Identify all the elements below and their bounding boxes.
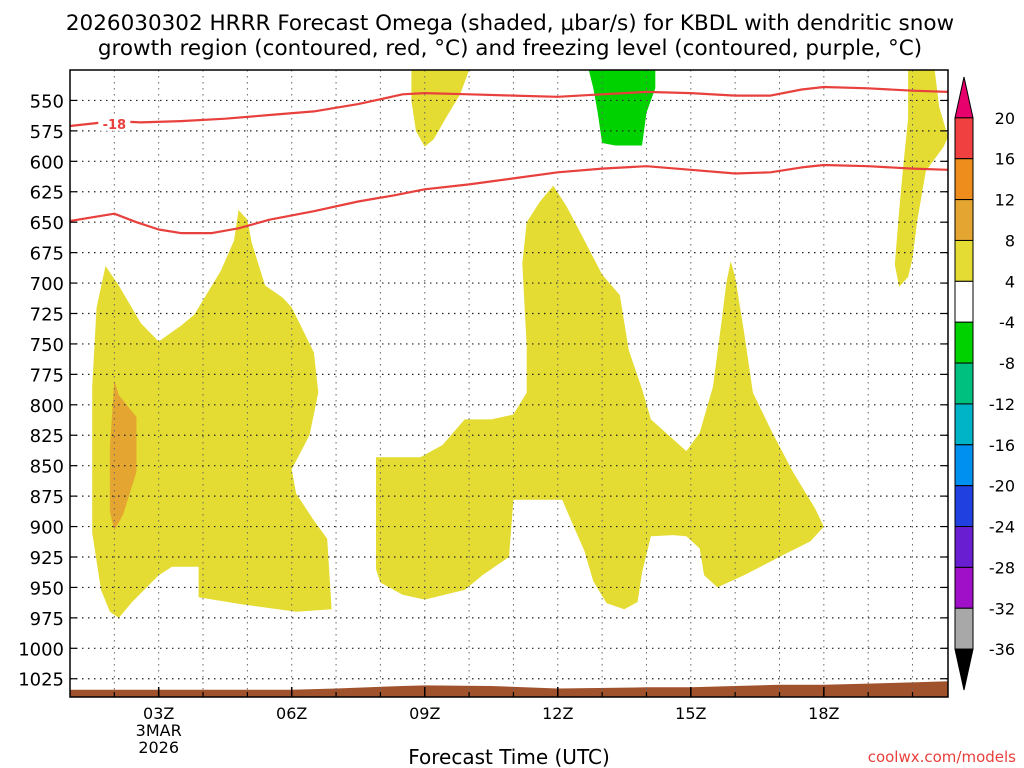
colorbar-label: 12 <box>995 191 1015 210</box>
y-tick-label: 700 <box>30 274 64 295</box>
x-tick-label: 18Z <box>808 704 839 723</box>
region-omega-4-to-8-early <box>92 210 332 618</box>
y-tick-label: 900 <box>30 518 64 539</box>
plot-frame <box>69 69 949 698</box>
x-tick-label: 12Z <box>542 704 573 723</box>
colorbar-label: -4 <box>999 313 1015 332</box>
colorbar-label: -32 <box>989 599 1015 618</box>
colorbar: 20 16 12 8 4 -4 -8 -12 -16 -20 -24 -28 -32 -36 <box>954 76 1015 691</box>
colorbar-label: -8 <box>999 354 1015 373</box>
region-omega-8-to-12-core <box>109 380 137 531</box>
shaded-regions <box>70 70 948 697</box>
y-tick-label: 675 <box>30 244 64 265</box>
x-axis-label: Forecast Time (UTC) <box>408 745 610 768</box>
y-tick-label: 1025 <box>18 670 64 691</box>
colorbar-label: 4 <box>1005 272 1015 291</box>
x-tick-label: 09Z <box>409 704 440 723</box>
colorbar-label: -24 <box>989 518 1015 537</box>
y-tick-label: 925 <box>30 548 64 569</box>
y-tick-label: 750 <box>30 335 64 356</box>
y-tick-label: 975 <box>30 609 64 630</box>
credit-text: coolwx.com/models <box>868 748 1016 766</box>
colorbar-bin <box>954 485 974 528</box>
colorbar-bin <box>954 403 974 446</box>
y-tick-label: 550 <box>30 91 64 112</box>
grid-lines <box>70 70 948 697</box>
y-tick-label: 725 <box>30 304 64 325</box>
y-tick-label: 650 <box>30 213 64 234</box>
colorbar-bin <box>954 76 974 119</box>
y-tick-label: 825 <box>30 426 64 447</box>
colorbar-bin <box>954 444 974 487</box>
colorbar-bin <box>954 199 974 241</box>
colorbar-bin <box>954 607 974 650</box>
region-omega-neg-8-to-neg-4 <box>588 70 656 146</box>
region-omega-4-to-8-upper-right <box>894 70 948 287</box>
x-tick-sublabel: 2026 <box>138 738 179 757</box>
contour-dgz-upper <box>70 85 948 128</box>
x-tick-label: 06Z <box>276 704 307 723</box>
contour-label-bg <box>98 116 131 131</box>
colorbar-bin <box>954 321 974 364</box>
colorbar-bin <box>954 117 974 160</box>
y-axis-ticks: 550 575 600 625 650 675 700 725 750 775 800 825 850 8… <box>18 91 948 691</box>
x-tick-sublabel: 3MAR <box>136 721 182 740</box>
y-tick-label: 1000 <box>18 639 64 660</box>
region-terrain <box>70 681 948 697</box>
y-tick-label: 575 <box>30 122 64 143</box>
colorbar-label: -36 <box>989 640 1015 659</box>
colorbar-label: -28 <box>989 558 1015 577</box>
y-tick-label: 775 <box>30 365 64 386</box>
y-tick-label: 875 <box>30 487 64 508</box>
colorbar-bin <box>954 158 974 201</box>
y-tick-label: 950 <box>30 578 64 599</box>
colorbar-bin <box>954 526 974 568</box>
colorbar-label: -12 <box>989 395 1015 414</box>
colorbar-label: -20 <box>989 477 1015 496</box>
y-tick-label: 600 <box>30 152 64 173</box>
region-omega-4-to-8-mid <box>376 185 824 610</box>
x-tick-label: 03Z <box>143 704 174 723</box>
colorbar-label: -16 <box>989 436 1015 455</box>
colorbar-label: 16 <box>995 150 1015 169</box>
contour-label: -18 <box>103 118 127 133</box>
contour-lines: -18 <box>70 85 948 235</box>
contour-dgz-lower <box>70 163 948 235</box>
colorbar-label: 20 <box>995 109 1015 128</box>
y-tick-label: 850 <box>30 457 64 478</box>
colorbar-bin <box>954 362 974 405</box>
region-omega-4-to-8-upper-09z <box>411 70 470 147</box>
colorbar-bin <box>954 280 974 323</box>
colorbar-label: 8 <box>1005 231 1015 250</box>
x-tick-label: 15Z <box>675 704 706 723</box>
chart-title-line-2: growth region (contoured, red, °C) and f… <box>98 36 922 61</box>
colorbar-bin <box>954 648 974 691</box>
colorbar-bin <box>954 239 974 282</box>
y-tick-label: 625 <box>30 183 64 204</box>
y-tick-label: 800 <box>30 396 64 417</box>
colorbar-bin <box>954 566 974 609</box>
chart-title-line-1: 2026030302 HRRR Forecast Omega (shaded, … <box>66 11 954 36</box>
